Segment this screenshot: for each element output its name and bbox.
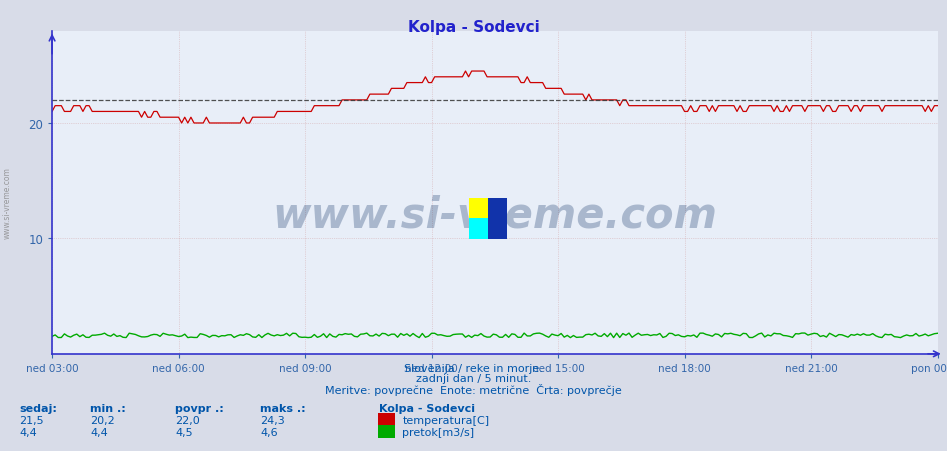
Text: 21,5: 21,5 bbox=[19, 415, 44, 425]
Text: min .:: min .: bbox=[90, 403, 126, 413]
Text: 4,6: 4,6 bbox=[260, 427, 278, 437]
Text: 4,5: 4,5 bbox=[175, 427, 193, 437]
Text: 4,4: 4,4 bbox=[19, 427, 37, 437]
Text: 20,2: 20,2 bbox=[90, 415, 115, 425]
Bar bbox=[469, 198, 488, 219]
Text: sedaj:: sedaj: bbox=[19, 403, 57, 413]
Text: maks .:: maks .: bbox=[260, 403, 306, 413]
Bar bbox=[488, 198, 507, 239]
Text: temperatura[C]: temperatura[C] bbox=[402, 415, 490, 425]
Text: Kolpa - Sodevci: Kolpa - Sodevci bbox=[407, 20, 540, 35]
Text: 4,4: 4,4 bbox=[90, 427, 108, 437]
Text: Kolpa - Sodevci: Kolpa - Sodevci bbox=[379, 403, 474, 413]
Text: 24,3: 24,3 bbox=[260, 415, 285, 425]
Text: www.si-vreme.com: www.si-vreme.com bbox=[3, 167, 12, 239]
Text: Slovenija / reke in morje.: Slovenija / reke in morje. bbox=[404, 363, 543, 373]
Text: zadnji dan / 5 minut.: zadnji dan / 5 minut. bbox=[416, 373, 531, 383]
Text: pretok[m3/s]: pretok[m3/s] bbox=[402, 427, 474, 437]
Text: povpr .:: povpr .: bbox=[175, 403, 223, 413]
Text: 22,0: 22,0 bbox=[175, 415, 200, 425]
Bar bbox=[469, 219, 488, 239]
Text: Meritve: povprečne  Enote: metrične  Črta: povprečje: Meritve: povprečne Enote: metrične Črta:… bbox=[325, 383, 622, 395]
Text: www.si-vreme.com: www.si-vreme.com bbox=[273, 194, 717, 236]
